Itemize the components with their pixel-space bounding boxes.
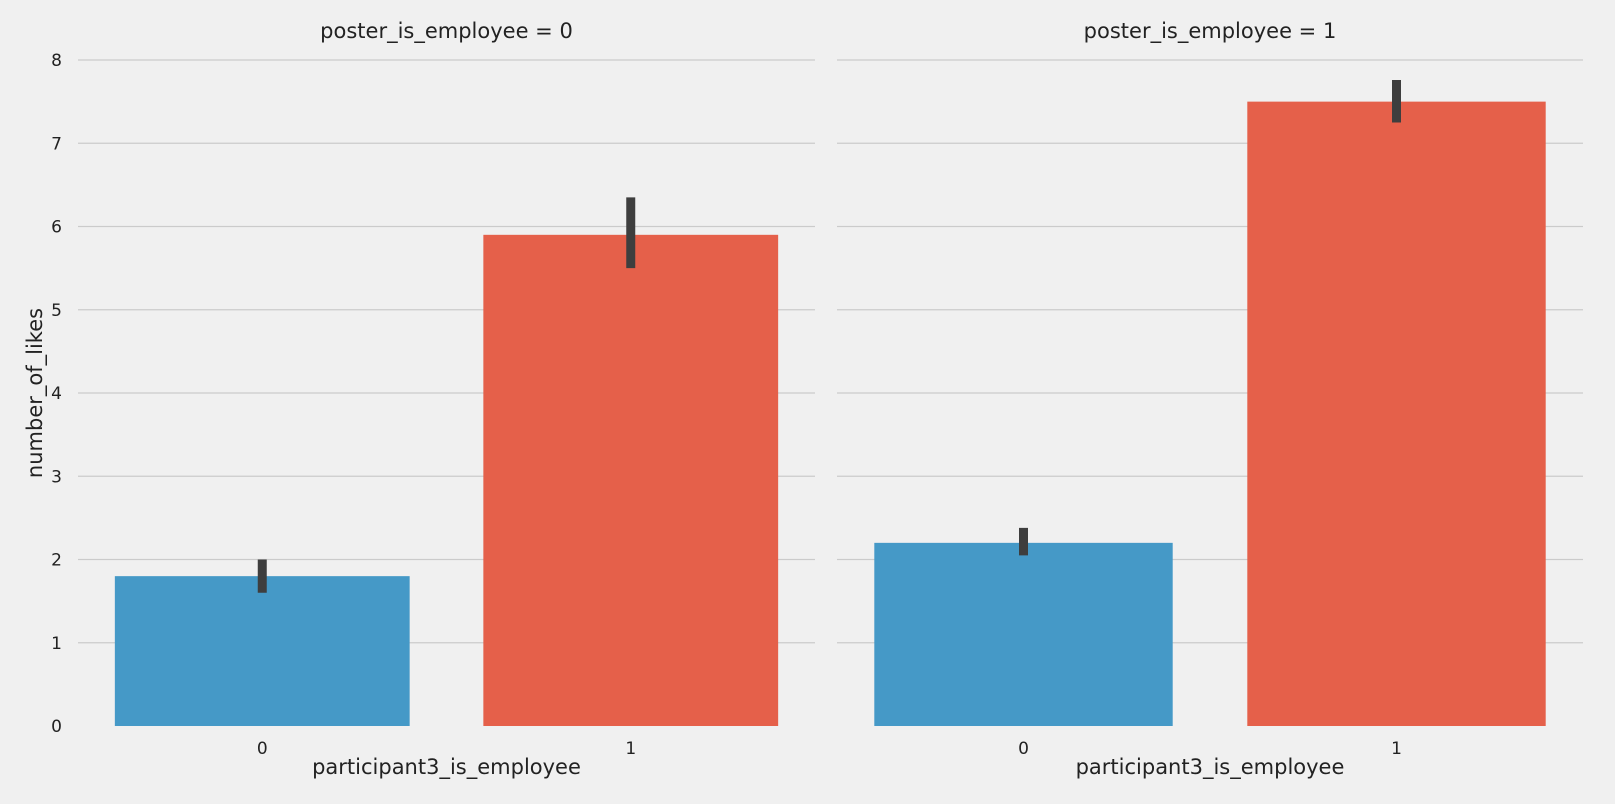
y-tick-label: 6 — [51, 218, 62, 238]
bar-panel-1-cat-0 — [874, 542, 1173, 726]
panel-title-0: poster_is_employee = 0 — [320, 19, 573, 44]
y-tick-label: 8 — [51, 51, 62, 71]
y-tick-label: 7 — [51, 134, 62, 154]
x-tick-label: 1 — [1391, 739, 1402, 759]
y-tick-label: 4 — [51, 384, 62, 404]
bar-panel-0-cat-0 — [114, 576, 410, 726]
x-tick-label: 0 — [257, 739, 268, 759]
x-axis-label-panel-0: participant3_is_employee — [312, 755, 581, 780]
y-tick-label: 3 — [51, 467, 62, 487]
y-tick-label: 1 — [51, 634, 62, 654]
y-tick-label: 0 — [51, 717, 62, 737]
x-axis-label-panel-1: participant3_is_employee — [1076, 755, 1345, 780]
y-axis-label: number_of_likes — [23, 308, 48, 478]
bar-panel-1-cat-1 — [1247, 101, 1546, 726]
x-tick-label: 0 — [1018, 739, 1029, 759]
x-tick-label: 1 — [625, 739, 636, 759]
panel-title-1: poster_is_employee = 1 — [1084, 19, 1337, 44]
bar-panel-0-cat-1 — [483, 234, 779, 726]
y-tick-label: 5 — [51, 301, 62, 321]
y-tick-label: 2 — [51, 551, 62, 571]
